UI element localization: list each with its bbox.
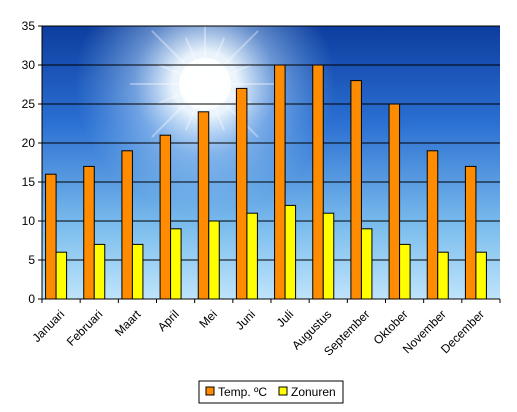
sun-ray	[204, 63, 252, 85]
legend-swatch-temp	[205, 386, 215, 396]
x-tick-label: Maart	[112, 307, 144, 339]
bar-zonuren	[131, 243, 144, 300]
y-tick-label: 15	[22, 175, 36, 189]
x-tick-label: Mei	[196, 307, 220, 331]
y-tick-label: 5	[28, 253, 35, 267]
legend-label-zonuren: Zonuren	[291, 385, 336, 399]
x-tick-label: April	[155, 307, 182, 334]
bar-zonuren	[360, 228, 373, 300]
bar-temp	[159, 134, 172, 300]
bar-temp	[312, 64, 324, 300]
bar-temp	[274, 64, 286, 300]
x-tick-label: Januari	[29, 307, 67, 345]
bar-zonuren	[399, 243, 411, 300]
y-tick-label: 25	[22, 97, 36, 111]
sun-ray	[151, 30, 206, 85]
sun-ray	[204, 30, 259, 85]
sun-ray	[184, 83, 206, 131]
bar-temp	[350, 80, 362, 300]
y-tick-label: 35	[22, 19, 36, 33]
sun-ray	[204, 37, 226, 85]
plot-area	[41, 25, 500, 300]
bar-zonuren	[322, 212, 335, 300]
legend-box	[198, 380, 344, 404]
bar-temp	[45, 173, 57, 300]
sun-ray	[204, 83, 226, 131]
bar-zonuren	[55, 251, 68, 300]
sun-ray	[158, 63, 206, 85]
bar-zonuren	[284, 204, 297, 300]
gridlines	[42, 25, 500, 261]
y-tick-label: 10	[22, 214, 36, 228]
bar-temp	[464, 165, 477, 300]
bar-temp	[388, 103, 401, 300]
bar-zonuren	[475, 251, 487, 300]
sun-ray	[204, 83, 259, 138]
sun-ray	[184, 37, 206, 85]
bar-temp	[121, 150, 133, 300]
bar-temp	[83, 165, 95, 300]
y-tick-label: 30	[22, 58, 36, 72]
y-tick-label: 0	[28, 292, 35, 306]
sun-ray	[151, 83, 206, 138]
legend: Temp. ºC Zonuren	[198, 380, 344, 404]
y-axis-ticks: 0 5 10 15 20 25 30 35	[22, 19, 42, 306]
bar-zonuren	[170, 228, 182, 300]
bar-zonuren	[437, 251, 449, 300]
bar-zonuren	[93, 243, 106, 300]
x-tick-label: Juli	[274, 307, 297, 330]
y-tick-label: 20	[22, 136, 36, 150]
sun-ray	[158, 83, 206, 105]
bar-temp	[235, 87, 248, 300]
bar-temp	[197, 111, 210, 300]
legend-swatch-zonuren	[278, 386, 288, 396]
bar-temp	[426, 150, 439, 300]
x-tick-label: Februari	[64, 307, 105, 348]
bar-zonuren	[208, 220, 220, 300]
sun-core	[179, 58, 231, 110]
bar-zonuren	[246, 212, 258, 300]
x-tick-label: Juni	[233, 307, 258, 332]
bars	[45, 64, 487, 300]
legend-label-temp: Temp. ºC	[218, 385, 267, 399]
